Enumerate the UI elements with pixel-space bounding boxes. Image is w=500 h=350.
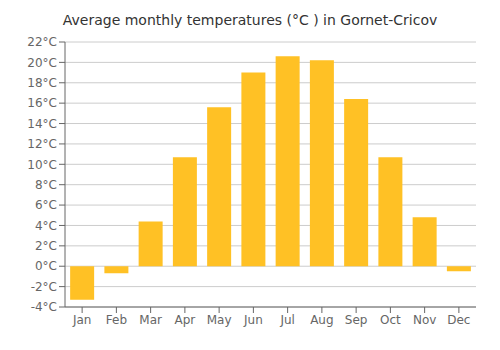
svg-text:Feb: Feb (106, 313, 127, 327)
svg-text:Nov: Nov (413, 313, 436, 327)
svg-text:0°C: 0°C (35, 259, 57, 273)
svg-text:Mar: Mar (139, 313, 162, 327)
svg-text:Aug: Aug (310, 313, 333, 327)
svg-text:Dec: Dec (447, 313, 470, 327)
svg-text:Jan: Jan (72, 313, 92, 327)
svg-text:16°C: 16°C (27, 96, 57, 110)
svg-text:Jun: Jun (243, 313, 263, 327)
svg-text:-2°C: -2°C (31, 280, 57, 294)
svg-text:22°C: 22°C (27, 35, 57, 49)
svg-text:4°C: 4°C (35, 219, 57, 233)
svg-text:14°C: 14°C (27, 117, 57, 131)
svg-text:20°C: 20°C (27, 56, 57, 70)
svg-text:Jul: Jul (279, 313, 294, 327)
svg-text:Oct: Oct (380, 313, 401, 327)
svg-text:6°C: 6°C (35, 198, 57, 212)
svg-text:-4°C: -4°C (31, 300, 57, 314)
svg-text:12°C: 12°C (27, 137, 57, 151)
svg-text:May: May (207, 313, 232, 327)
svg-text:10°C: 10°C (27, 158, 57, 172)
svg-text:2°C: 2°C (35, 239, 57, 253)
svg-text:8°C: 8°C (35, 178, 57, 192)
svg-text:Sep: Sep (345, 313, 368, 327)
svg-text:18°C: 18°C (27, 76, 57, 90)
html-text:Average monthly temperatures (: Average monthly temperatures (°C ) in Go… (62, 12, 438, 28)
svg-text:Apr: Apr (174, 313, 195, 327)
